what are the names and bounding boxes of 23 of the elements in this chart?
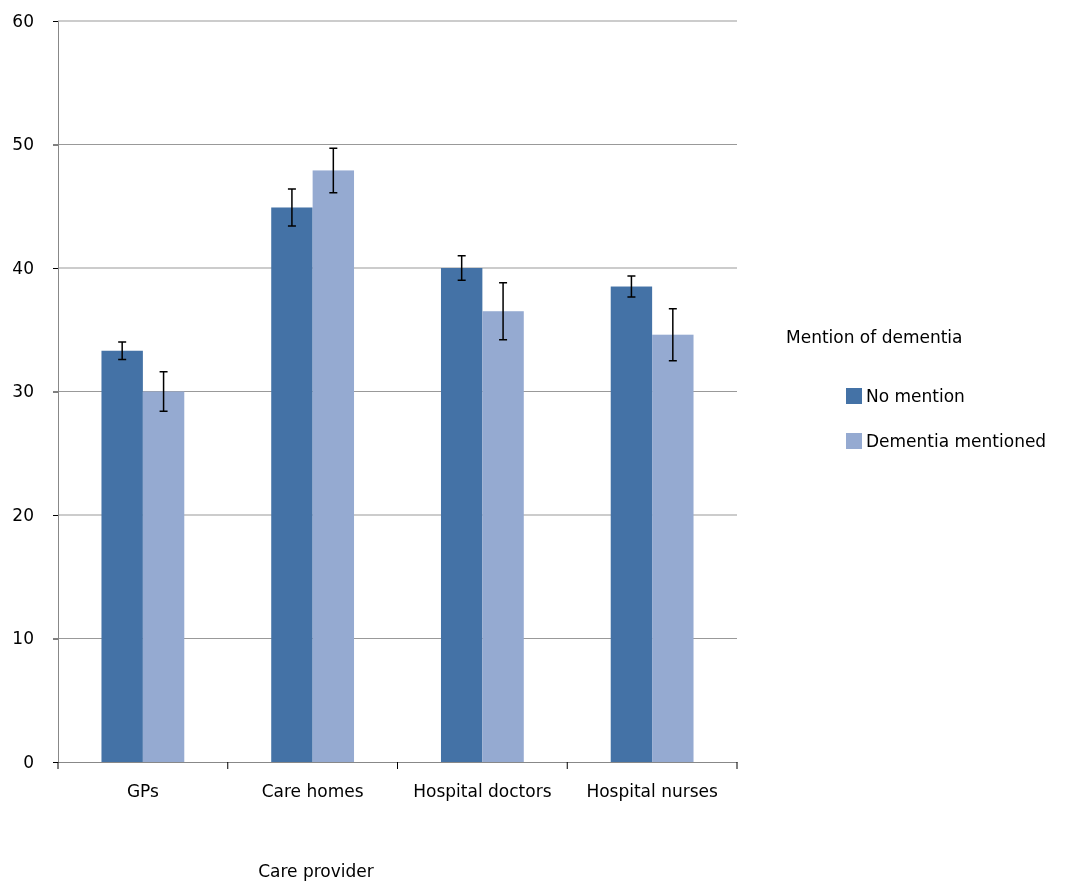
bar	[142, 391, 185, 762]
y-tick-label: 60	[12, 10, 34, 31]
y-tick-label: 20	[12, 504, 34, 525]
x-axis-title: Care provider	[258, 861, 374, 881]
bar	[271, 207, 313, 762]
legend-label: Dementia mentioned	[866, 431, 1047, 451]
bar	[101, 350, 143, 762]
bar	[312, 170, 355, 762]
legend-title: Mention of dementia	[786, 327, 963, 347]
y-tick-label: 30	[12, 381, 34, 402]
x-tick-label: Hospital nurses	[586, 781, 718, 802]
legend-label: No mention	[866, 386, 965, 406]
bar	[482, 311, 524, 762]
y-tick-label: 50	[12, 134, 34, 155]
bar	[652, 334, 694, 762]
bar	[440, 268, 483, 762]
x-tick-label: GPs	[126, 781, 160, 802]
y-tick-label: 0	[23, 751, 34, 772]
x-tick-label: Care homes	[261, 781, 364, 802]
y-tick-label: 10	[12, 628, 34, 649]
x-tick-label: Hospital doctors	[413, 781, 552, 802]
y-tick-label: 40	[12, 257, 34, 278]
bar	[610, 286, 653, 762]
